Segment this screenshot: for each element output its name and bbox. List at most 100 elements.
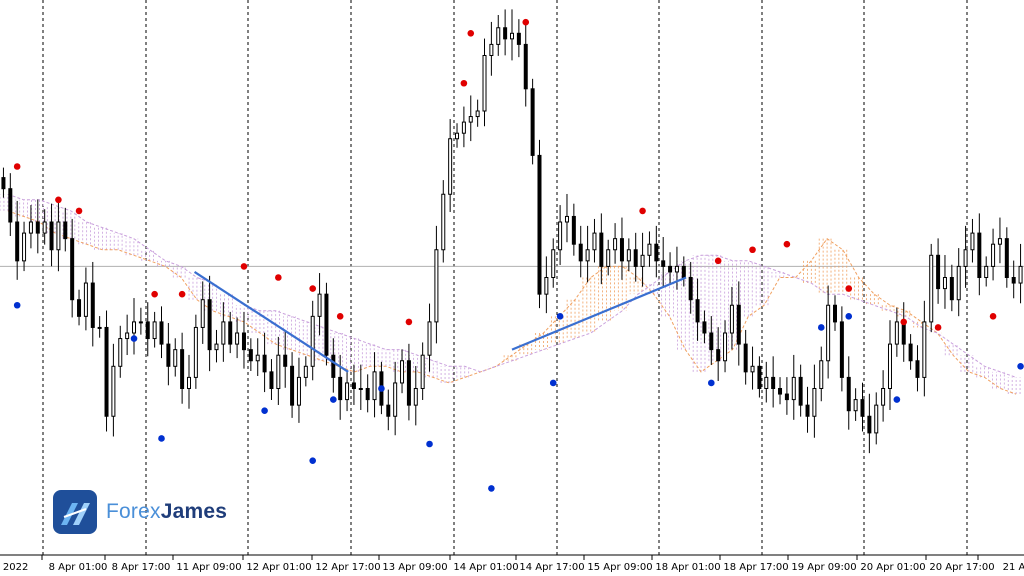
x-tick-label-6: 13 Apr 09:00 — [382, 562, 447, 573]
candle-body — [956, 265, 961, 301]
x-tick-label-2: 8 Apr 17:00 — [112, 562, 171, 573]
candle-body — [544, 277, 549, 295]
candle-body — [400, 360, 405, 384]
candle-body — [984, 265, 989, 278]
candle-body — [276, 354, 281, 390]
candle-body — [365, 388, 370, 401]
candle-body — [207, 299, 212, 351]
candle-body — [393, 382, 398, 417]
candle-body — [674, 265, 679, 273]
candle-body — [942, 277, 947, 290]
candle-body — [8, 188, 13, 223]
candle-body — [63, 221, 68, 240]
candle-body — [771, 376, 776, 389]
candle-body — [970, 232, 975, 251]
candle-body — [626, 249, 631, 262]
candle-body — [736, 304, 741, 345]
upper-fractal-dot — [309, 285, 316, 292]
candle-body — [564, 215, 569, 223]
upper-fractal-dot — [336, 313, 344, 320]
upper-fractal-dot — [522, 18, 530, 26]
candle-body — [338, 376, 343, 401]
candle-body — [716, 349, 721, 362]
x-tick-label-4: 12 Apr 01:00 — [246, 562, 311, 573]
x-tick-label-11: 18 Apr 17:00 — [723, 562, 788, 573]
lower-fractal-dot — [378, 385, 385, 392]
candle-body — [427, 321, 432, 356]
candle-body — [310, 315, 315, 367]
candle-body — [42, 221, 47, 234]
candle-body — [798, 376, 803, 406]
candle-body — [111, 365, 116, 417]
candle-body — [750, 365, 755, 373]
candle-body — [723, 332, 728, 362]
candle-body — [668, 265, 673, 273]
candle-body — [860, 399, 865, 417]
lower-fractal-dot — [130, 335, 138, 342]
candle-body — [523, 43, 528, 90]
candle-body — [839, 321, 844, 378]
candle-body — [874, 404, 879, 434]
fractal-markers — [13, 18, 1024, 492]
candle-body — [262, 354, 267, 373]
candle-body — [83, 282, 88, 317]
candle-body — [537, 154, 542, 295]
candle-body — [49, 221, 54, 251]
candle-body — [166, 343, 171, 367]
candle-body — [688, 277, 693, 301]
candle-body — [186, 376, 191, 389]
lower-fractal-dot — [708, 379, 715, 387]
candle-body — [812, 388, 817, 417]
candle-body — [145, 321, 150, 340]
x-tick-label-9: 15 Apr 09:00 — [587, 562, 652, 573]
candle-body — [193, 326, 198, 378]
candlesticks — [1, 9, 1023, 454]
candle-body — [1011, 277, 1016, 284]
candle-body — [317, 293, 322, 317]
candle-body — [90, 282, 95, 328]
candle-body — [15, 221, 20, 262]
candle-body — [991, 243, 996, 267]
candle-body — [503, 27, 508, 40]
upper-fractal-dot — [75, 207, 83, 215]
candle-body — [1018, 265, 1023, 284]
upper-fractal-dot — [178, 290, 186, 298]
candle-body — [214, 343, 219, 351]
upper-fractal-dot — [639, 207, 646, 215]
upper-fractal-dot — [467, 30, 475, 37]
candle-body — [235, 332, 240, 345]
candle-body — [881, 388, 886, 406]
candle-body — [22, 232, 27, 262]
candle-body — [482, 55, 487, 112]
lower-fractal-dot — [1017, 363, 1024, 370]
lower-fractal-dot — [330, 396, 337, 403]
candle-body — [248, 349, 253, 362]
candle-body — [695, 299, 700, 323]
candle-body — [104, 326, 109, 417]
upper-fractal-dot — [749, 246, 756, 254]
candle-body — [805, 404, 810, 417]
candle-body — [709, 332, 714, 351]
candle-body — [441, 193, 446, 251]
candle-body — [241, 332, 246, 351]
candle-body — [255, 354, 260, 362]
candle-body — [406, 360, 411, 406]
upper-fractal-dot — [714, 257, 722, 265]
upper-fractal-dot — [900, 318, 908, 326]
candle-body — [448, 138, 453, 195]
candle-body — [530, 88, 535, 156]
upper-fractal-dot — [783, 240, 791, 248]
lower-fractal-dot — [556, 313, 564, 320]
candle-body — [661, 260, 666, 267]
x-tick-label-12: 19 Apr 09:00 — [791, 562, 856, 573]
candle-body — [997, 238, 1002, 245]
candle-body — [936, 254, 941, 290]
x-axis-ticks: r 2022 8 Apr 01:00 8 Apr 17:00 11 Apr 09:00… — [0, 555, 1024, 573]
candle-body — [1004, 238, 1009, 278]
lower-fractal-dot — [845, 313, 853, 320]
trendline-1 — [511, 276, 687, 351]
lower-fractal-dot — [13, 301, 21, 309]
upper-fractal-dot — [989, 313, 997, 320]
upper-fractal-dot — [845, 285, 853, 292]
candle-body — [386, 404, 391, 417]
